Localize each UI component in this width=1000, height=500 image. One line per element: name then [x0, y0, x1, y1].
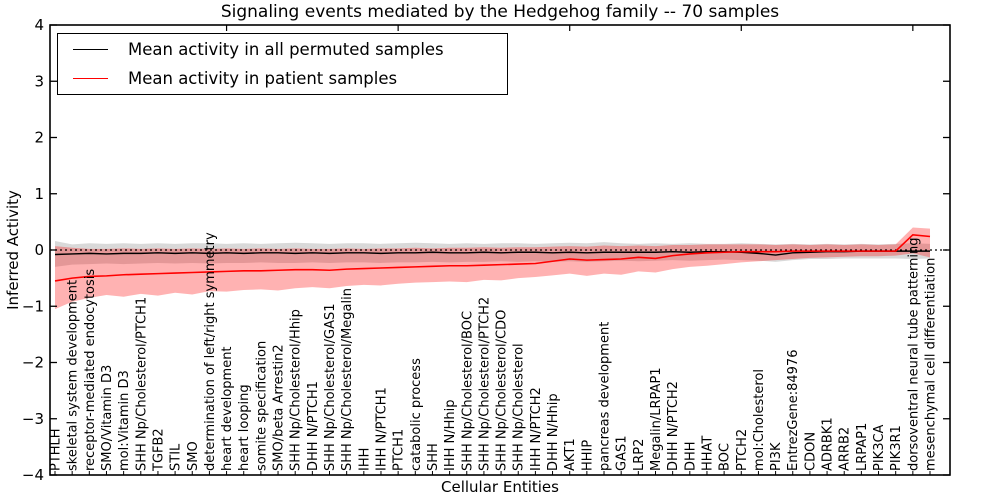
- y-tick-label: 1: [34, 185, 44, 203]
- x-tick-label: BOC: [718, 443, 733, 471]
- x-tick-label: mol:Vitamin D3: [117, 370, 132, 471]
- x-tick-label: SHH Np/Cholesterol/BOC: [460, 311, 475, 471]
- legend-label-patient: Mean activity in patient samples: [128, 69, 398, 88]
- x-tick-label: PTCH2: [735, 429, 750, 471]
- x-tick-label: IHH N/PTCH2: [529, 387, 544, 471]
- x-tick-label: skeletal system development: [66, 280, 81, 471]
- x-tick-label: pancreas development: [598, 322, 613, 471]
- x-tick-label: determination of left/right symmetry: [203, 232, 218, 471]
- legend-entry-permuted: Mean activity in all permuted samples: [58, 35, 507, 64]
- x-tick-label: CDON: [803, 432, 818, 471]
- x-tick-label: DHH N/Hhip: [546, 393, 561, 471]
- legend: Mean activity in all permuted samples Me…: [57, 33, 508, 95]
- x-tick-label: LRP2: [632, 439, 647, 471]
- x-tick-label: ARRB2: [838, 427, 853, 471]
- x-tick-label: SHH Np/Cholesterol/PTCH1: [134, 297, 149, 471]
- x-tick-label: STIL: [169, 443, 184, 471]
- permuted-mean-line: [54, 250, 930, 256]
- x-tick-label: DHH N/PTCH2: [666, 381, 681, 471]
- patient-line-swatch: [73, 78, 108, 79]
- y-tick-label: −4: [22, 466, 44, 484]
- x-tick-label: Megalin/LRPAP1: [649, 367, 664, 471]
- confidence-band-patient: [55, 227, 930, 310]
- x-tick-label: SHH Np/Cholesterol/GAS1: [323, 303, 338, 471]
- x-tick-label: SHH Np/Cholesterol/Megalin: [340, 288, 355, 471]
- x-tick-label: SHH Np/Cholesterol: [512, 343, 527, 471]
- y-axis-label: Inferred Activity: [4, 190, 22, 310]
- x-tick-label: catabolic process: [409, 358, 424, 471]
- x-tick-label: heart development: [220, 346, 235, 471]
- x-tick-label: HHIP: [580, 440, 595, 471]
- x-tick-label: dorsoventral neural tube patterning: [906, 238, 921, 471]
- x-tick-label: HHAT: [700, 436, 715, 471]
- y-tick-label: −2: [22, 354, 44, 372]
- x-tick-label: IHH: [357, 448, 372, 471]
- x-tick-label: SMO/Vitamin D3: [100, 365, 115, 471]
- x-tick-label: SHH Np/Cholesterol/CDO: [495, 310, 510, 471]
- x-tick-label: SMO: [186, 441, 201, 471]
- x-tick-label: SHH Np/Cholesterol/Hhip: [289, 309, 304, 471]
- confidence-band-permuted: [55, 241, 930, 267]
- x-tick-label: PTCH1: [392, 429, 407, 471]
- x-tick-label: IHH N/Hhip: [443, 400, 458, 472]
- legend-entry-patient: Mean activity in patient samples: [58, 64, 507, 93]
- x-tick-label: DHH N/PTCH1: [306, 381, 321, 471]
- x-tick-label: PIK3CA: [872, 424, 887, 471]
- permuted-line-swatch: [73, 49, 108, 50]
- x-tick-label: somite specification: [254, 341, 269, 471]
- y-tick-label: 2: [34, 129, 44, 147]
- x-tick-label: SHH: [426, 443, 441, 471]
- x-tick-label: SMO/beta Arrestin2: [272, 344, 287, 471]
- x-tick-label: receptor-mediated endocytosis: [83, 269, 98, 471]
- x-tick-label: mol:Cholesterol: [752, 369, 767, 471]
- patient-mean-line: [54, 233, 931, 282]
- x-tick-label: mesenchymal cell differentiation: [924, 258, 939, 471]
- y-tick-label: −1: [22, 297, 44, 315]
- x-tick-label: EntrezGene:84976: [786, 350, 801, 471]
- x-tick-label: heart looping: [237, 384, 252, 471]
- y-tick-label: 0: [34, 241, 44, 259]
- y-tick-label: −3: [22, 410, 44, 428]
- chart-title: Signaling events mediated by the Hedgeho…: [220, 2, 780, 22]
- x-tick-label: IHH N/PTCH1: [374, 387, 389, 471]
- x-tick-label: SHH Np/Cholesterol/PTCH2: [477, 297, 492, 471]
- x-tick-label: LRPAP1: [855, 423, 870, 471]
- legend-label-permuted: Mean activity in all permuted samples: [128, 40, 444, 59]
- x-tick-label: ADRBK1: [821, 417, 836, 471]
- x-tick-label: GAS1: [615, 436, 630, 472]
- y-tick-label: 4: [34, 16, 44, 34]
- x-axis-label: Cellular Entities: [441, 478, 559, 496]
- y-tick-label: 3: [34, 72, 44, 90]
- x-tick-label: PTHLH: [49, 428, 64, 471]
- x-tick-label: PIK3R1: [889, 425, 904, 471]
- x-tick-label: DHH: [683, 441, 698, 471]
- x-tick-label: PI3K: [769, 442, 784, 471]
- x-tick-label: AKT1: [563, 438, 578, 471]
- x-tick-label: TGFB2: [151, 428, 166, 472]
